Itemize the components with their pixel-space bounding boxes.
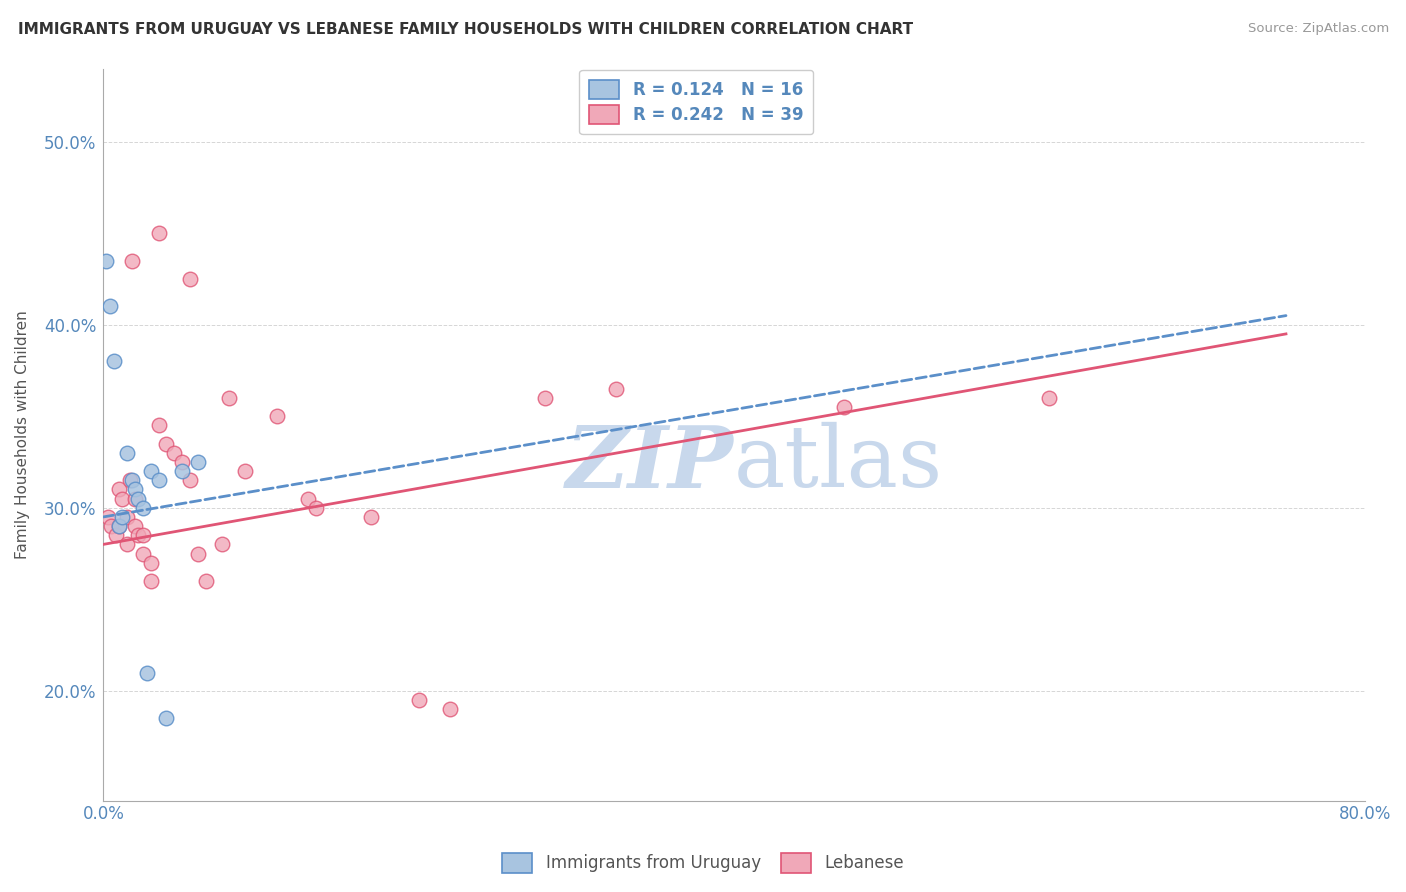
Point (218, 391, 240, 405)
Point (179, 473, 201, 487)
Point (834, 400, 856, 414)
Point (439, 702, 461, 716)
Point (115, 510, 138, 524)
Point (172, 464, 194, 478)
Point (148, 418, 170, 433)
Point (132, 547, 155, 561)
Point (132, 500, 155, 515)
Point (187, 455, 209, 469)
Point (98, 300, 121, 314)
Y-axis label: Family Households with Children: Family Households with Children (15, 310, 30, 559)
Point (408, 693, 430, 707)
Point (187, 547, 209, 561)
Point (120, 473, 142, 487)
Point (104, 528, 127, 542)
Point (132, 528, 155, 542)
Point (139, 556, 162, 570)
Point (124, 491, 146, 506)
Point (605, 382, 627, 396)
Point (148, 226, 170, 240)
Point (194, 574, 217, 588)
Text: Source: ZipAtlas.com: Source: ZipAtlas.com (1249, 22, 1389, 36)
Point (233, 464, 256, 478)
Point (127, 491, 149, 506)
Point (139, 464, 162, 478)
Point (155, 711, 177, 725)
Point (139, 574, 162, 588)
Point (97, 510, 120, 524)
Point (115, 537, 138, 551)
Point (211, 537, 233, 551)
Point (155, 436, 177, 450)
Point (136, 665, 159, 680)
Point (172, 455, 194, 469)
Point (1038, 391, 1060, 405)
Point (124, 483, 146, 497)
Point (121, 253, 143, 268)
Point (534, 391, 557, 405)
Point (108, 519, 131, 533)
Point (103, 354, 125, 368)
Text: ZIP: ZIP (567, 422, 734, 506)
Point (360, 510, 382, 524)
Point (100, 519, 122, 533)
Point (96, 253, 118, 268)
Text: IMMIGRANTS FROM URUGUAY VS LEBANESE FAMILY HOUSEHOLDS WITH CHILDREN CORRELATION : IMMIGRANTS FROM URUGUAY VS LEBANESE FAMI… (18, 22, 914, 37)
Point (111, 491, 134, 506)
Point (121, 473, 143, 487)
Point (124, 519, 146, 533)
Point (111, 510, 134, 524)
Point (297, 491, 319, 506)
Point (108, 483, 131, 497)
Point (179, 272, 201, 286)
Legend: Immigrants from Uruguay, Lebanese: Immigrants from Uruguay, Lebanese (496, 847, 910, 880)
Point (163, 446, 186, 460)
Point (108, 519, 131, 533)
Point (266, 409, 288, 424)
Point (127, 528, 149, 542)
Text: atlas: atlas (734, 422, 943, 506)
Point (115, 446, 138, 460)
Point (305, 500, 328, 515)
Legend: R = 0.124   N = 16, R = 0.242   N = 39: R = 0.124 N = 16, R = 0.242 N = 39 (579, 70, 813, 134)
Point (148, 473, 170, 487)
